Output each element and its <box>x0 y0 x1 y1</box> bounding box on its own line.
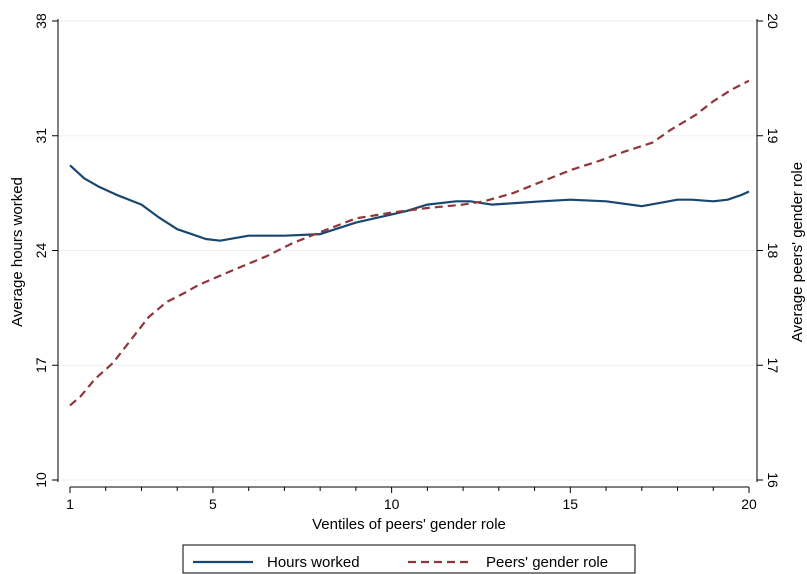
y-left-tick-label: 24 <box>33 243 49 259</box>
series-line-hours-worked <box>69 164 750 242</box>
legend-label-peers-gender-role: Peers' gender role <box>486 554 608 571</box>
x-axis-title: Ventiles of peers' gender role <box>312 516 506 533</box>
x-tick-label: 1 <box>66 496 74 512</box>
legend-label-hours-worked: Hours worked <box>267 554 360 571</box>
y-right-tick-label: 18 <box>765 243 781 259</box>
y-left-tick-label: 31 <box>33 128 49 144</box>
y-left-tick-label: 17 <box>33 357 49 373</box>
y-axis-left-title: Average hours worked <box>9 177 26 327</box>
series-group <box>69 79 750 407</box>
x-tick-label: 10 <box>384 496 400 512</box>
y-right-tick-label: 16 <box>765 472 781 488</box>
y-right-tick-label: 17 <box>765 357 781 373</box>
y-right-tick-label: 20 <box>765 13 781 29</box>
y-axis-right-title: Average peers' gender role <box>789 162 806 342</box>
x-tick-label: 5 <box>209 496 217 512</box>
legend-box <box>182 544 636 574</box>
y-left-tick-label: 10 <box>33 472 49 488</box>
y-left-tick-label: 38 <box>33 13 49 29</box>
x-tick-label: 20 <box>741 496 757 512</box>
y-right-tick-label: 19 <box>765 128 781 144</box>
x-tick-label: 15 <box>563 496 579 512</box>
grid-lines <box>58 20 757 481</box>
legend: Hours worked Peers' gender role <box>182 544 636 574</box>
series-line-peers-gender-role <box>69 79 750 407</box>
